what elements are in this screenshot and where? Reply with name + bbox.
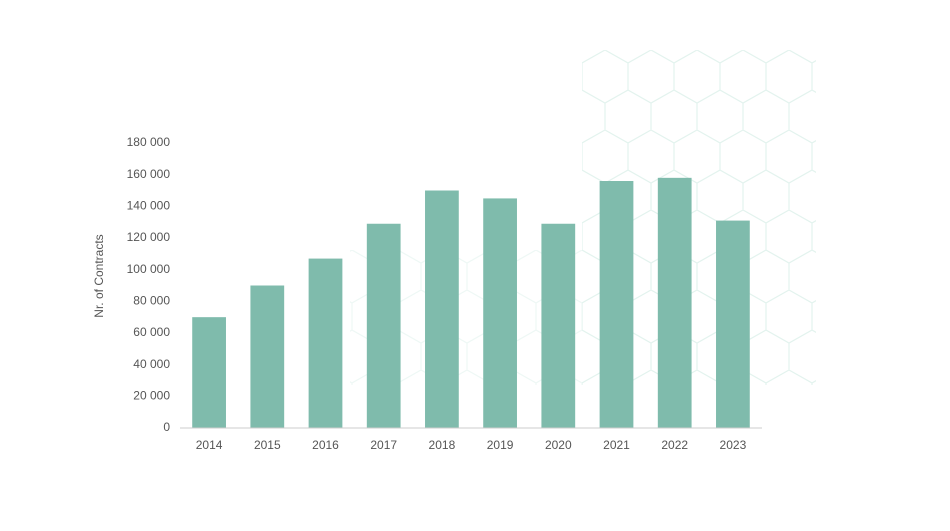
y-tick-label: 140 000 — [127, 199, 171, 213]
bar — [250, 285, 285, 428]
bar — [716, 220, 750, 428]
x-tick-label: 2015 — [254, 438, 281, 452]
x-tick-label: 2018 — [429, 438, 456, 452]
x-tick-label: 2020 — [545, 438, 572, 452]
y-tick-label: 120 000 — [127, 230, 171, 244]
x-tick-label: 2017 — [370, 438, 397, 452]
y-tick-label: 20 000 — [133, 389, 170, 403]
x-tick-label: 2016 — [312, 438, 339, 452]
y-tick-label: 80 000 — [133, 294, 170, 308]
y-tick-label: 100 000 — [127, 262, 171, 276]
x-tick-label: 2021 — [603, 438, 630, 452]
x-tick-label: 2023 — [720, 438, 747, 452]
bar — [483, 198, 517, 428]
x-tick-label: 2019 — [487, 438, 514, 452]
bar — [366, 223, 401, 428]
x-tick-label: 2022 — [661, 438, 688, 452]
y-axis-label: Nr. of Contracts — [92, 234, 106, 317]
y-tick-label: 180 000 — [127, 135, 171, 149]
bar — [657, 177, 692, 428]
y-tick-label: 60 000 — [133, 325, 170, 339]
y-tick-label: 40 000 — [133, 357, 170, 371]
bar — [308, 258, 343, 428]
y-tick-label: 160 000 — [127, 167, 171, 181]
bar — [541, 223, 576, 428]
bar — [599, 181, 634, 428]
y-tick-label: 0 — [163, 420, 170, 434]
bar — [192, 317, 226, 428]
x-tick-label: 2014 — [196, 438, 223, 452]
bar — [425, 190, 459, 428]
